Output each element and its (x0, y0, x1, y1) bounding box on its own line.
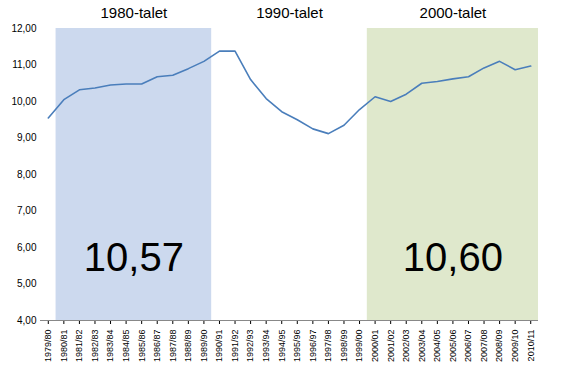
svg-text:1991/92: 1991/92 (230, 330, 240, 363)
svg-text:1995/96: 1995/96 (292, 330, 302, 363)
svg-text:9,00: 9,00 (17, 132, 37, 143)
svg-text:2007/08: 2007/08 (479, 330, 489, 363)
svg-text:1999/00: 1999/00 (354, 330, 364, 363)
svg-text:1979/80: 1979/80 (43, 330, 53, 363)
svg-text:1986/87: 1986/87 (152, 330, 162, 363)
svg-text:1985/86: 1985/86 (137, 330, 147, 363)
svg-text:1998/99: 1998/99 (339, 330, 349, 363)
svg-text:1982/83: 1982/83 (90, 330, 100, 363)
svg-text:1997/98: 1997/98 (323, 330, 333, 363)
svg-text:1993/94: 1993/94 (261, 330, 271, 363)
svg-text:4,00: 4,00 (17, 315, 37, 326)
svg-text:1988/89: 1988/89 (183, 330, 193, 363)
svg-text:5,00: 5,00 (17, 278, 37, 289)
svg-text:10,60: 10,60 (403, 235, 503, 279)
svg-text:2002/03: 2002/03 (401, 330, 411, 363)
svg-text:2008/09: 2008/09 (494, 330, 504, 363)
svg-text:10,00: 10,00 (11, 96, 36, 107)
svg-text:1980/81: 1980/81 (59, 330, 69, 363)
svg-text:2009/10: 2009/10 (510, 330, 520, 363)
svg-text:1989/90: 1989/90 (199, 330, 209, 363)
svg-text:2003/04: 2003/04 (417, 330, 427, 363)
svg-text:2000-talet: 2000-talet (420, 4, 488, 21)
svg-text:1990/91: 1990/91 (214, 330, 224, 363)
svg-text:2006/07: 2006/07 (463, 330, 473, 363)
svg-text:1990-talet: 1990-talet (256, 4, 324, 21)
svg-text:2000/01: 2000/01 (370, 330, 380, 363)
svg-text:2005/06: 2005/06 (448, 330, 458, 363)
svg-text:8,00: 8,00 (17, 169, 37, 180)
svg-text:2004/05: 2004/05 (432, 330, 442, 363)
svg-text:1994/95: 1994/95 (277, 330, 287, 363)
svg-text:11,00: 11,00 (12, 59, 37, 70)
svg-text:1992/93: 1992/93 (245, 330, 255, 363)
svg-text:7,00: 7,00 (17, 205, 37, 216)
svg-text:1983/84: 1983/84 (105, 330, 115, 363)
svg-text:1987/88: 1987/88 (168, 330, 178, 363)
svg-text:12,00: 12,00 (11, 23, 36, 34)
svg-text:1984/85: 1984/85 (121, 330, 131, 363)
svg-text:1980-talet: 1980-talet (101, 4, 169, 21)
svg-text:10,57: 10,57 (84, 235, 184, 279)
svg-text:2010/11: 2010/11 (526, 330, 536, 362)
svg-text:6,00: 6,00 (17, 242, 37, 253)
svg-text:1996/97: 1996/97 (308, 330, 318, 363)
svg-text:1981/82: 1981/82 (74, 330, 84, 363)
svg-text:2001/02: 2001/02 (386, 330, 396, 363)
